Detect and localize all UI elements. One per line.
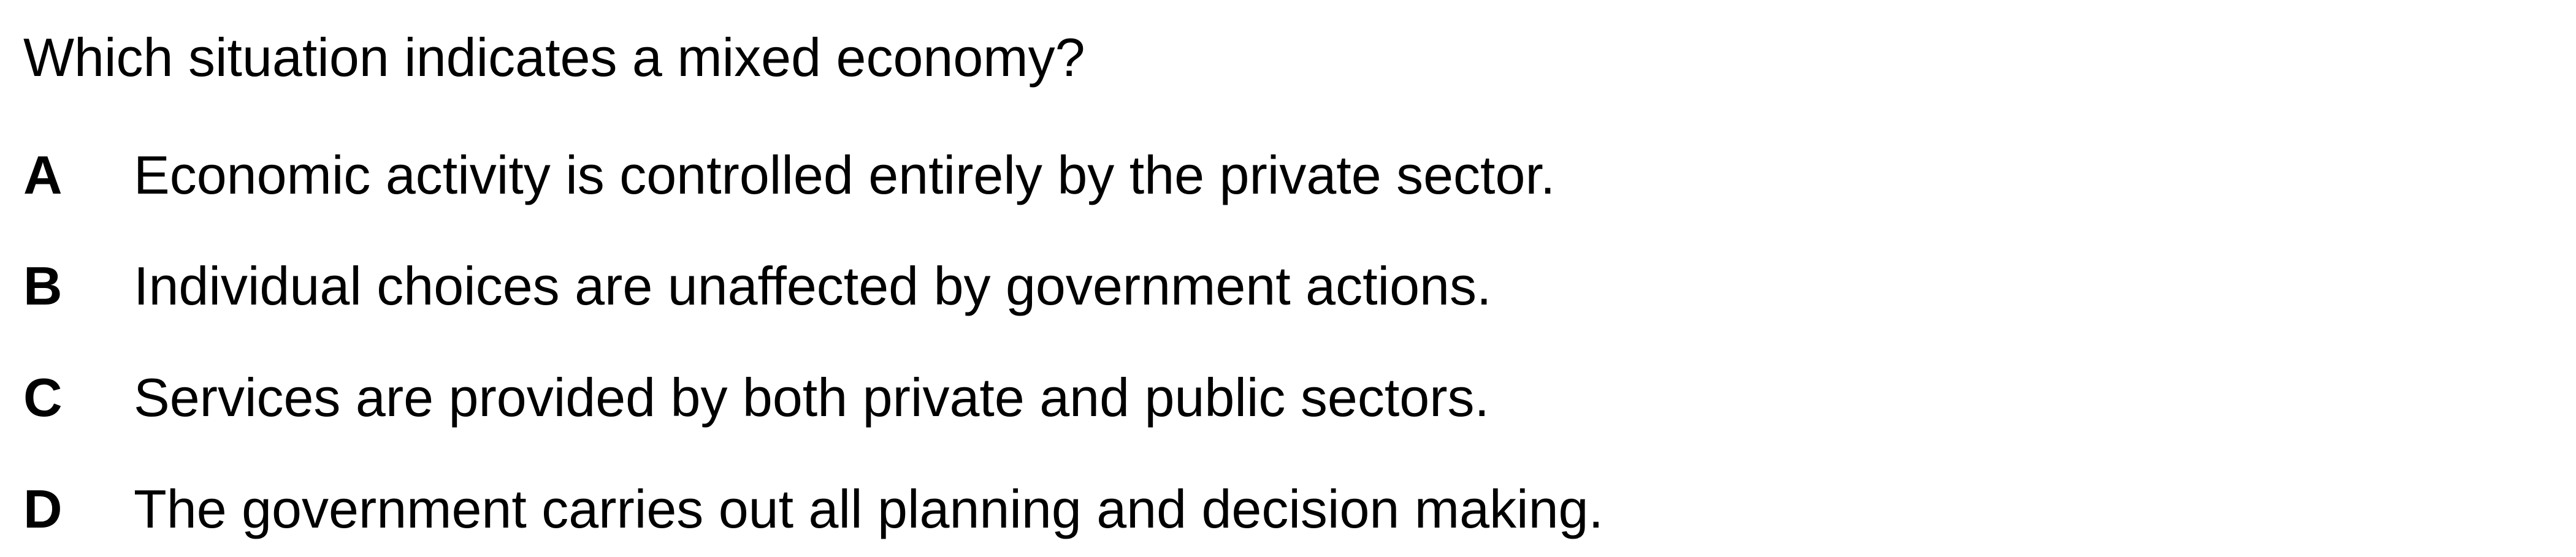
- answer-option-d: D The government carries out all plannin…: [23, 476, 2537, 542]
- option-text: Economic activity is controlled entirely…: [134, 145, 1556, 205]
- option-letter: D: [23, 479, 63, 539]
- option-letter: A: [23, 145, 63, 205]
- question-text: Which situation indicates a mixed econom…: [23, 27, 1085, 88]
- option-text: Individual choices are unaffected by gov…: [134, 256, 1492, 316]
- option-text: Services are provided by both private an…: [134, 367, 1489, 428]
- answer-option-c: C Services are provided by both private …: [23, 365, 2537, 431]
- option-letter: C: [23, 367, 63, 428]
- answer-option-a: A Economic activity is controlled entire…: [23, 142, 2537, 208]
- answer-option-b: B Individual choices are unaffected by g…: [23, 253, 2537, 319]
- option-text: The government carries out all planning …: [134, 479, 1603, 539]
- option-letter: B: [23, 256, 63, 316]
